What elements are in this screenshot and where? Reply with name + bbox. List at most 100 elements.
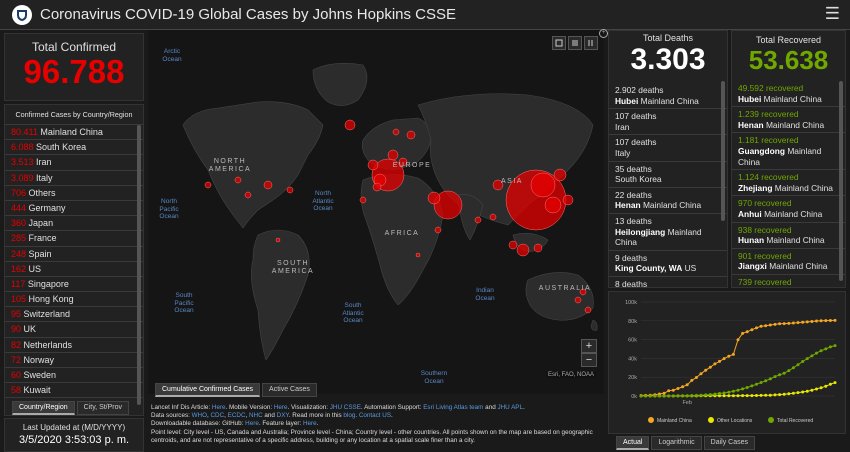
data-point[interactable] <box>796 363 800 367</box>
data-point[interactable] <box>778 373 782 377</box>
list-item[interactable]: 706 Others <box>5 186 143 201</box>
data-point[interactable] <box>824 319 828 323</box>
nhc-link[interactable]: NHC <box>249 412 263 420</box>
list-item[interactable]: 8 deathsBeijing Mainland China <box>609 277 727 289</box>
zoom-in-button[interactable]: + <box>581 339 597 353</box>
list-item[interactable]: 58 Kuwait <box>5 383 143 399</box>
data-point[interactable] <box>773 375 777 379</box>
data-point[interactable] <box>662 394 666 398</box>
layers-button[interactable] <box>568 36 582 50</box>
data-point[interactable] <box>694 376 698 379</box>
list-item[interactable]: 60 Sweden <box>5 368 143 384</box>
data-point[interactable] <box>708 365 712 369</box>
data-point[interactable] <box>810 354 814 358</box>
list-item[interactable]: 1.239 recovered Henan Mainland China <box>732 107 845 134</box>
list-item[interactable]: 82 Netherlands <box>5 338 143 353</box>
legend-marker[interactable] <box>648 417 654 423</box>
github-link[interactable]: Here <box>245 420 259 428</box>
data-point[interactable] <box>801 390 805 394</box>
recovered-list-scrollbar[interactable] <box>839 81 843 281</box>
data-point[interactable] <box>796 321 800 325</box>
data-point[interactable] <box>791 366 795 370</box>
list-item[interactable]: 739 recovered Iran <box>732 275 845 289</box>
cdc-link[interactable]: CDC <box>210 412 225 420</box>
list-item[interactable]: 901 recovered Jiangxi Mainland China <box>732 249 845 275</box>
data-point[interactable] <box>764 393 768 397</box>
list-item[interactable]: 3.089 Italy <box>5 171 143 186</box>
bookmark-button[interactable] <box>552 36 566 50</box>
data-point[interactable] <box>768 323 772 327</box>
contact-link[interactable]: Contact US <box>358 412 392 420</box>
data-point[interactable] <box>676 394 680 398</box>
legend-button[interactable] <box>584 36 598 50</box>
jhu-csse-link[interactable]: JHU CSSE <box>329 404 361 411</box>
data-point[interactable] <box>671 394 675 398</box>
data-point[interactable] <box>741 387 745 391</box>
data-point[interactable] <box>782 371 786 375</box>
data-point[interactable] <box>736 338 740 342</box>
data-point[interactable] <box>750 394 754 398</box>
data-point[interactable] <box>727 354 731 358</box>
data-point[interactable] <box>815 387 818 391</box>
data-point[interactable] <box>791 391 795 395</box>
tab-actual[interactable]: Actual <box>616 436 650 450</box>
blog-link[interactable]: blog <box>343 412 356 420</box>
legend-label[interactable]: Other Locations <box>717 418 753 424</box>
data-point[interactable] <box>727 394 731 398</box>
confirmed-list-scrollbar[interactable] <box>137 125 141 405</box>
data-point[interactable] <box>745 386 749 389</box>
list-item[interactable]: 1.181 recovered Guangdong Mainland China <box>732 133 845 171</box>
list-item[interactable]: 162 US <box>5 262 143 277</box>
data-point[interactable] <box>833 381 837 385</box>
data-point[interactable] <box>750 384 754 388</box>
data-point[interactable] <box>722 357 726 361</box>
data-point[interactable] <box>819 386 823 390</box>
list-item[interactable]: 6.088 South Korea <box>5 140 143 156</box>
data-point[interactable] <box>708 393 712 397</box>
zoom-out-button[interactable]: − <box>581 353 597 367</box>
who-link[interactable]: WHO <box>191 412 207 420</box>
list-item[interactable]: 3.513 Iran <box>5 155 143 171</box>
list-item[interactable]: 117 Singapore <box>5 277 143 293</box>
data-point[interactable] <box>750 328 754 332</box>
hamburger-icon[interactable]: ☰ <box>824 4 840 23</box>
data-point[interactable] <box>644 394 648 398</box>
data-point[interactable] <box>731 352 735 356</box>
lancet-link[interactable]: Here <box>211 404 226 411</box>
data-point[interactable] <box>764 324 768 328</box>
data-point[interactable] <box>759 393 763 397</box>
data-point[interactable] <box>755 326 758 330</box>
data-point[interactable] <box>722 394 726 398</box>
data-point[interactable] <box>694 393 698 397</box>
data-point[interactable] <box>810 388 814 392</box>
cases-line-chart[interactable]: 0k 20k 40k 60k 80k 100k Feb Mainland China Other… <box>609 292 847 435</box>
data-point[interactable] <box>731 394 735 398</box>
list-item[interactable]: 2.902 deaths Hubei Mainland China <box>609 83 727 110</box>
data-point[interactable] <box>819 319 823 323</box>
data-point[interactable] <box>768 377 772 381</box>
data-point[interactable] <box>815 319 818 323</box>
data-point[interactable] <box>778 322 782 326</box>
data-point[interactable] <box>773 393 777 397</box>
world-map-svg[interactable] <box>148 30 604 394</box>
data-point[interactable] <box>676 387 680 390</box>
esri-link[interactable]: Esri Living Atlas team <box>423 404 484 411</box>
data-point[interactable] <box>833 318 837 322</box>
dxy-link[interactable]: DXY <box>276 412 289 420</box>
data-point[interactable] <box>745 330 749 334</box>
data-point[interactable] <box>791 321 795 325</box>
data-point[interactable] <box>667 389 671 393</box>
confirmed-list[interactable]: 80.411 Mainland China 6.088 South Korea 3.… <box>5 125 143 403</box>
data-point[interactable] <box>699 393 703 397</box>
data-point[interactable] <box>815 351 818 355</box>
tab-city-state[interactable]: City, St/Prov <box>76 401 130 415</box>
data-point[interactable] <box>713 392 717 396</box>
ecdc-link[interactable]: ECDC <box>227 412 246 420</box>
world-map[interactable]: Arctic Ocean NORTH AMERICA EUROPE ASIA A… <box>148 30 604 394</box>
data-point[interactable] <box>828 319 832 322</box>
data-point[interactable] <box>741 394 745 398</box>
data-point[interactable] <box>718 392 721 395</box>
tab-country-region[interactable]: Country/Region <box>12 401 75 415</box>
mobile-version-link[interactable]: Here <box>273 404 288 411</box>
list-item[interactable]: 35 deaths South Korea <box>609 162 727 188</box>
